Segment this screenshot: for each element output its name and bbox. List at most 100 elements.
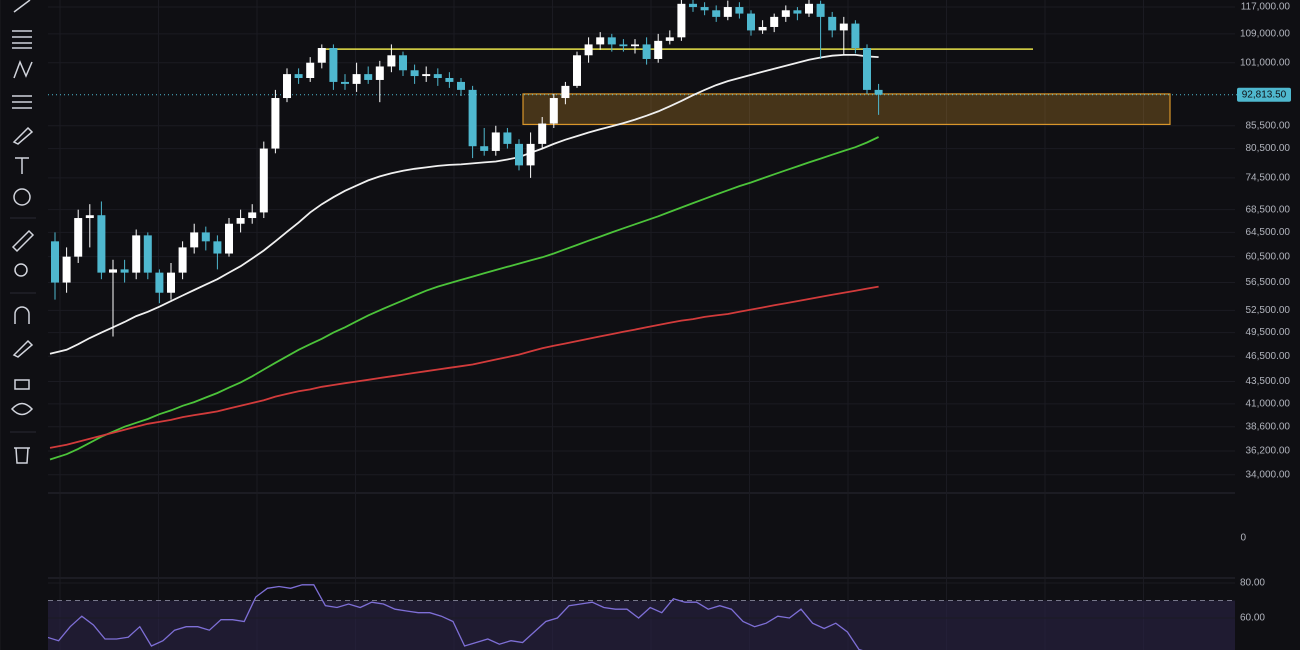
y-tick-label: 60,500.00 <box>1246 251 1291 262</box>
candle-body <box>201 232 210 242</box>
candle-body <box>828 16 837 31</box>
candle-body <box>352 74 361 84</box>
draw-lock-tool[interactable] <box>12 339 34 358</box>
grid <box>48 0 1235 650</box>
candle-body <box>654 40 663 59</box>
emoji-tool[interactable] <box>13 188 31 206</box>
candle-body <box>816 3 825 17</box>
y-tick-label: 43,500.00 <box>1246 376 1291 387</box>
candle-body <box>74 218 83 257</box>
candle-body <box>805 3 813 14</box>
y-tick-label: 52,500.00 <box>1246 305 1291 316</box>
y-tick-label: 38,600.00 <box>1246 421 1291 432</box>
text-tool[interactable] <box>15 157 29 174</box>
candle-body <box>62 256 71 283</box>
toolbar <box>0 0 36 650</box>
y-tick-label: 64,500.00 <box>1246 227 1291 238</box>
candle-body <box>480 146 489 151</box>
last-price-label: 92,813.50 <box>1242 89 1287 100</box>
candle-body <box>329 48 338 82</box>
magnet-tool[interactable] <box>14 306 30 324</box>
y-tick-label: 74,500.00 <box>1246 173 1291 184</box>
candle-body <box>97 215 106 273</box>
candle-body <box>433 74 442 78</box>
candle-body <box>491 132 500 151</box>
candle-body <box>596 37 605 45</box>
rsi-tick-label: 80.00 <box>1240 578 1265 589</box>
candle-body <box>294 74 303 78</box>
candle-body <box>422 74 431 77</box>
brush-tool[interactable] <box>12 126 34 145</box>
candle-body <box>387 55 396 67</box>
candle-body <box>735 7 744 14</box>
candle-body <box>631 44 639 47</box>
candle-body <box>549 98 558 124</box>
prediction-tool[interactable] <box>12 95 32 109</box>
candle-body <box>259 148 268 213</box>
candle-body <box>375 66 384 80</box>
candle-body <box>271 98 280 149</box>
candle-body <box>526 143 535 166</box>
candle-body <box>561 85 570 99</box>
y-tick-label: 34,000.00 <box>1246 469 1291 480</box>
support-zone <box>522 93 1171 126</box>
candle-body <box>51 241 59 283</box>
candle-body <box>120 269 129 273</box>
y-tick-label: 49,500.00 <box>1246 327 1291 338</box>
candle-body <box>677 3 686 38</box>
trend-line-tool[interactable] <box>13 0 31 13</box>
candle-body <box>584 44 593 56</box>
y-tick-label: 80,500.00 <box>1246 143 1291 154</box>
fib-tool[interactable] <box>12 30 32 49</box>
last-price-box <box>1237 87 1291 102</box>
volume-tick-label: 0 <box>1240 533 1246 544</box>
candle-body <box>619 44 628 47</box>
candle-body <box>770 16 779 27</box>
y-tick-label: 56,500.00 <box>1246 277 1291 288</box>
candle-body <box>306 62 315 78</box>
y-tick-label: 101,000.00 <box>1240 57 1290 68</box>
rsi-line <box>48 584 863 650</box>
y-tick-label: 36,200.00 <box>1246 446 1291 457</box>
candle-body <box>781 10 790 17</box>
delete-tool[interactable] <box>14 447 30 464</box>
candle-body <box>248 212 257 219</box>
candle-body <box>457 81 465 90</box>
moving-average <box>49 285 879 449</box>
y-tick-label: 117,000.00 <box>1241 2 1291 13</box>
candle-body <box>178 247 187 273</box>
candle-body <box>665 37 674 41</box>
y-tick-label: 109,000.00 <box>1240 28 1290 39</box>
candle-body <box>132 235 141 273</box>
candle-body <box>793 10 802 14</box>
candle-body <box>712 10 721 17</box>
candle-body <box>85 215 94 219</box>
candle-body <box>317 48 326 63</box>
price-axis: 117,000.00 109,000.00 101,000.00 85,500.00 8… <box>1237 2 1291 624</box>
pattern-tool[interactable] <box>13 59 33 79</box>
candle-body <box>445 77 454 82</box>
candle-body <box>225 223 233 254</box>
candle-body <box>399 55 407 71</box>
candle-body <box>863 48 871 90</box>
candle-body <box>283 74 291 99</box>
candle-body <box>700 7 709 11</box>
ruler-tool[interactable] <box>11 229 35 253</box>
candle-body <box>758 26 767 31</box>
candle-body <box>213 241 222 254</box>
candle-body <box>573 55 581 86</box>
candle-body <box>155 272 164 293</box>
candle-body <box>515 143 523 166</box>
rsi-tick-label: 60.00 <box>1240 613 1265 624</box>
candle-body <box>689 3 697 8</box>
rsi-band <box>48 600 1235 650</box>
zoom-tool[interactable] <box>14 263 28 277</box>
y-tick-label: 85,500.00 <box>1246 120 1291 131</box>
visibility-tool[interactable] <box>10 402 34 416</box>
lock-tool[interactable] <box>14 379 30 390</box>
moving-average <box>49 136 879 461</box>
y-tick-label: 68,500.00 <box>1246 204 1291 215</box>
